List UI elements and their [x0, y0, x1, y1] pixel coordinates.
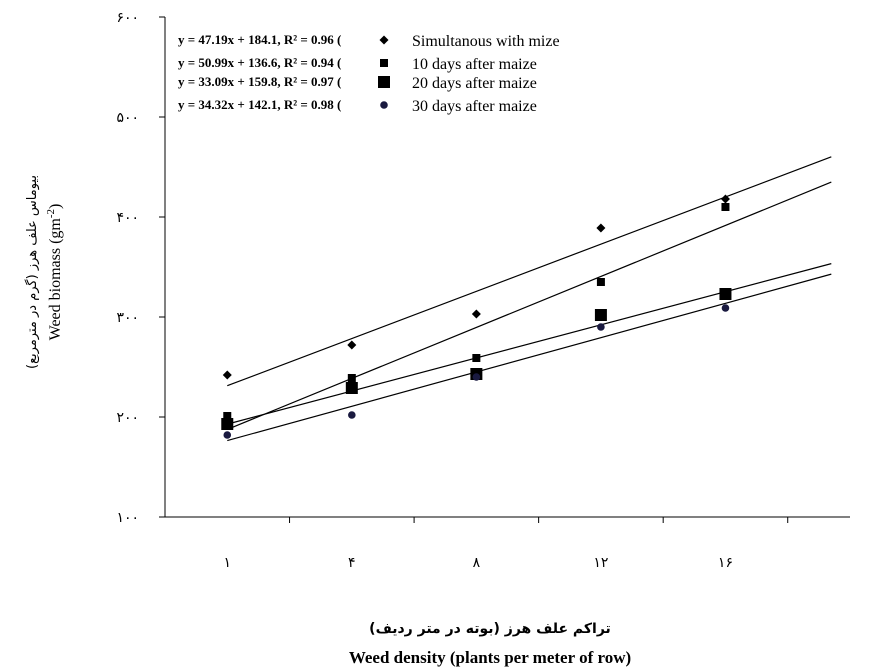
trendlines: [227, 157, 831, 441]
y-ticks: ۱۰۰ ۲۰۰ ۳۰۰ ۴۰۰ ۵۰۰ ۶۰۰: [116, 10, 165, 526]
legend-marker: [380, 101, 388, 109]
legend-series-name: 30 days after maize: [412, 98, 537, 115]
data-point-circle: [223, 431, 231, 439]
legend-marker: [380, 36, 389, 45]
data-point-circle: [473, 373, 481, 381]
legend: y = 47.19x + 184.1, R² = 0.96 ( Simultano…: [178, 32, 560, 115]
data-point-large-square: [595, 309, 607, 321]
x-tick-label: ۱۲: [593, 555, 608, 571]
x-tick-label: ۱۶: [718, 555, 733, 571]
data-point-diamond: [472, 310, 481, 319]
legend-equation: y = 34.32x + 142.1, R² = 0.98 (: [178, 97, 341, 112]
axes: [165, 17, 850, 517]
data-point-circle: [348, 411, 356, 419]
trendline: [227, 264, 831, 424]
y-axis-label-english-sup: -2: [45, 209, 57, 218]
data-point-diamond: [347, 341, 356, 350]
data-point-large-square: [719, 288, 731, 300]
data-point-small-square: [597, 278, 605, 286]
y-tick-label: ۳۰۰: [116, 310, 139, 326]
data-point-circle: [722, 304, 730, 312]
y-tick-label: ۶۰۰: [116, 10, 139, 26]
data-point-diamond: [223, 371, 232, 380]
x-tick-label: ۸: [473, 555, 481, 571]
legend-marker: [378, 76, 390, 88]
data-point-large-square: [221, 418, 233, 430]
legend-series-name: 10 days after maize: [412, 56, 537, 73]
y-axis-label-english-main: Weed biomass (gm: [47, 218, 64, 341]
trendline: [227, 182, 831, 429]
trendline: [227, 274, 831, 440]
legend-series-name: 20 days after maize: [412, 75, 537, 92]
legend-series-name: Simultanous with mize: [412, 33, 560, 50]
x-axis-label-persian: تراکم علف هرز (بوته در متر ردیف): [369, 621, 611, 637]
x-tick-label: ۱: [224, 555, 232, 571]
y-tick-label: ۱۰۰: [116, 510, 139, 526]
data-markers: [221, 195, 731, 439]
data-point-circle: [597, 323, 605, 331]
y-tick-label: ۵۰۰: [116, 110, 139, 126]
data-point-small-square: [721, 203, 729, 211]
y-tick-label: ۴۰۰: [116, 210, 139, 226]
x-axis-label-english: Weed density (plants per meter of row): [349, 648, 631, 667]
data-point-diamond: [596, 224, 605, 233]
y-axis-label-persian: بیوماس علف هرز (گرم در مترمربع): [24, 175, 40, 369]
legend-marker: [380, 59, 388, 67]
trendline: [227, 157, 831, 386]
legend-equation: y = 50.99x + 136.6, R² = 0.94 (: [178, 55, 341, 70]
y-axis-label-english: Weed biomass (gm-2): [45, 204, 64, 341]
data-point-large-square: [346, 382, 358, 394]
data-point-small-square: [472, 354, 480, 362]
legend-equation: y = 33.09x + 159.8, R² = 0.97 (: [178, 74, 341, 89]
data-point-small-square: [348, 374, 356, 382]
legend-equation: y = 47.19x + 184.1, R² = 0.96 (: [178, 32, 341, 47]
y-axis-label-english-close: ): [47, 204, 64, 209]
y-tick-label: ۲۰۰: [116, 410, 139, 426]
x-ticks: ۱ ۴ ۸ ۱۲ ۱۶: [224, 517, 788, 571]
x-tick-label: ۴: [348, 555, 356, 571]
